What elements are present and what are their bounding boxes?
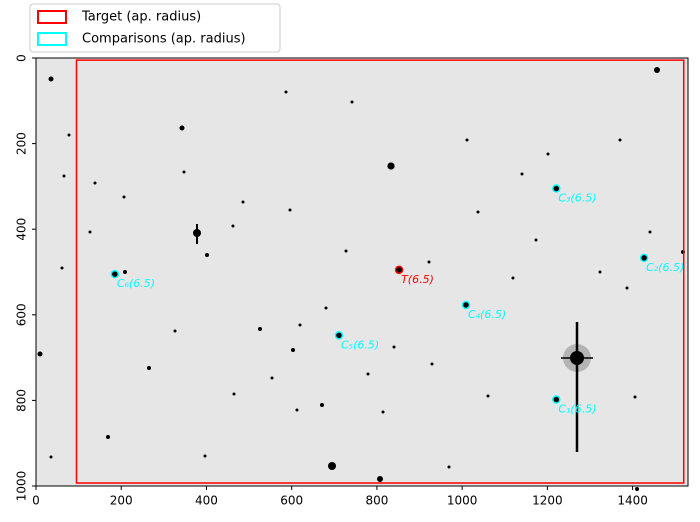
aperture-label: T(6.5) [401, 273, 434, 286]
star [284, 90, 288, 94]
star [123, 270, 127, 274]
y-tick-label: 0 [15, 54, 29, 62]
aperture-label: C₆(6.5) [117, 277, 155, 290]
x-tick-label: 1400 [617, 494, 648, 508]
star [88, 230, 92, 234]
aperture-label: C₃(6.5) [558, 192, 596, 205]
legend-box [29, 3, 281, 53]
star [291, 348, 295, 352]
star [366, 372, 370, 376]
star [344, 249, 348, 253]
star-field [37, 67, 685, 491]
star [598, 270, 602, 274]
star [520, 172, 524, 176]
star [648, 230, 652, 234]
star [182, 170, 186, 174]
star [430, 362, 434, 366]
star [465, 138, 469, 142]
aperture [552, 184, 561, 193]
star [447, 465, 451, 469]
legend-label: Comparisons (ap. radius) [82, 32, 246, 47]
y-tick-label: 600 [15, 303, 29, 326]
star [328, 462, 336, 470]
star [122, 195, 126, 199]
legend-swatch [37, 10, 67, 24]
star [179, 125, 185, 131]
image-background [36, 58, 688, 486]
star [534, 238, 538, 242]
star [270, 376, 274, 380]
star [49, 455, 53, 459]
star [320, 403, 324, 407]
x-tick-label: 1000 [447, 494, 478, 508]
y-tick-label: 400 [15, 218, 29, 241]
star [93, 181, 97, 185]
x-tick-label: 1200 [532, 494, 563, 508]
star [324, 306, 328, 310]
star [48, 76, 54, 82]
x-tick-label: 200 [110, 494, 133, 508]
star [654, 67, 660, 73]
aperture [639, 253, 649, 263]
x-tick-label: 0 [32, 494, 40, 508]
star [350, 100, 354, 104]
star [381, 410, 385, 414]
x-tick-label: 600 [280, 494, 303, 508]
star [258, 327, 262, 331]
star [392, 345, 396, 349]
star [62, 174, 66, 178]
star [635, 487, 639, 491]
star [231, 224, 235, 228]
star [147, 366, 151, 370]
star [625, 286, 629, 290]
x-tick-label: 800 [365, 494, 388, 508]
target-region [75, 59, 685, 484]
aperture-label: C₅(6.5) [341, 338, 379, 351]
aperture-label: C₂(6.5) [646, 261, 684, 274]
star [427, 260, 431, 264]
star [241, 200, 245, 204]
star [205, 253, 209, 257]
y-tick-label: 800 [15, 389, 29, 412]
star [60, 266, 64, 270]
star [633, 395, 637, 399]
star [67, 133, 71, 137]
y-tick-label: 1000 [15, 471, 29, 502]
star [486, 394, 490, 398]
star [387, 162, 395, 170]
star [232, 392, 236, 396]
y-tick-label: 200 [15, 132, 29, 155]
aperture [461, 300, 471, 310]
x-tick-label: 400 [195, 494, 218, 508]
aperture [334, 331, 344, 340]
legend-label: Target (ap. radius) [81, 10, 201, 25]
legend-swatch [37, 32, 67, 46]
aperture-label: C₄(6.5) [468, 308, 506, 321]
aperture [394, 265, 404, 275]
aperture [552, 395, 561, 404]
star [618, 138, 622, 142]
star [298, 323, 302, 327]
aperture-label: C₁(6.5) [558, 403, 596, 416]
axes-frame [35, 57, 689, 487]
star [377, 476, 383, 482]
star [173, 329, 177, 333]
aperture [110, 269, 120, 279]
star [288, 208, 292, 212]
star [295, 408, 299, 412]
star [203, 454, 207, 458]
star [546, 152, 550, 156]
star [37, 351, 43, 357]
star [511, 276, 515, 280]
star [106, 435, 110, 439]
star [476, 210, 480, 214]
